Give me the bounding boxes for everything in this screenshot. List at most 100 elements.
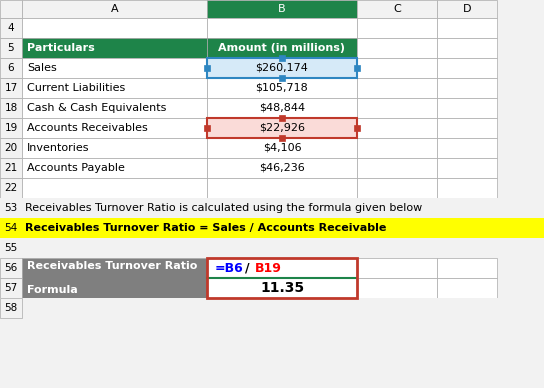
Bar <box>279 115 285 121</box>
Bar <box>207 58 357 78</box>
Text: Receivables Turnover Ratio is calculated using the formula given below: Receivables Turnover Ratio is calculated… <box>25 203 422 213</box>
Bar <box>357 18 437 38</box>
Bar <box>207 0 357 18</box>
Text: Formula: Formula <box>27 286 78 295</box>
Bar <box>357 38 437 58</box>
Bar <box>437 38 497 58</box>
Bar <box>0 298 544 318</box>
Bar <box>22 118 207 138</box>
Bar <box>0 158 22 178</box>
Text: 57: 57 <box>4 283 17 293</box>
Text: 17: 17 <box>4 83 17 93</box>
Bar <box>22 38 207 58</box>
Text: Cash & Cash Equivalents: Cash & Cash Equivalents <box>27 103 166 113</box>
Bar <box>207 138 357 158</box>
Bar <box>357 0 437 18</box>
Bar <box>204 65 210 71</box>
Bar <box>22 258 207 298</box>
Bar <box>207 258 357 298</box>
Text: Receivables Turnover Ratio: Receivables Turnover Ratio <box>27 261 197 270</box>
Text: 20: 20 <box>4 143 17 153</box>
Bar <box>207 98 357 118</box>
Bar <box>22 158 207 178</box>
Text: Inventories: Inventories <box>27 143 90 153</box>
Bar <box>357 58 437 78</box>
Bar <box>279 135 285 141</box>
Bar <box>0 138 22 158</box>
Text: Current Liabilities: Current Liabilities <box>27 83 125 93</box>
Bar <box>437 118 497 138</box>
Text: 21: 21 <box>4 163 17 173</box>
Bar <box>207 58 357 78</box>
Text: D: D <box>463 4 471 14</box>
Bar <box>0 98 22 118</box>
Bar <box>0 178 22 198</box>
Bar <box>22 178 207 198</box>
Text: 55: 55 <box>4 243 17 253</box>
Text: B: B <box>278 4 286 14</box>
Bar <box>204 125 210 131</box>
Text: 53: 53 <box>4 203 17 213</box>
Bar <box>0 298 22 318</box>
Bar <box>22 138 207 158</box>
Text: Accounts Payable: Accounts Payable <box>27 163 125 173</box>
Bar <box>207 118 357 138</box>
Text: A: A <box>110 4 118 14</box>
Bar <box>357 178 437 198</box>
Text: 19: 19 <box>4 123 17 133</box>
Text: C: C <box>393 4 401 14</box>
Text: Amount (in millions): Amount (in millions) <box>219 43 345 53</box>
Bar <box>0 38 22 58</box>
Bar <box>0 118 22 138</box>
Text: 54: 54 <box>4 223 17 233</box>
Bar <box>0 78 22 98</box>
Text: 58: 58 <box>4 303 17 313</box>
Text: 22: 22 <box>4 183 17 193</box>
Text: Receivables Turnover Ratio = Sales / Accounts Receivable: Receivables Turnover Ratio = Sales / Acc… <box>25 223 386 233</box>
Bar <box>207 258 357 298</box>
Text: $46,236: $46,236 <box>259 163 305 173</box>
Text: Sales: Sales <box>27 63 57 73</box>
Bar <box>207 158 357 178</box>
Text: =B6: =B6 <box>215 262 244 274</box>
Bar <box>22 78 207 98</box>
Bar <box>0 238 544 258</box>
Bar <box>207 38 357 58</box>
Bar <box>437 278 497 298</box>
Text: /: / <box>245 262 250 274</box>
Bar <box>0 218 544 238</box>
Bar <box>437 258 497 278</box>
Bar <box>357 158 437 178</box>
Bar <box>0 258 22 278</box>
Bar <box>22 98 207 118</box>
Text: Particulars: Particulars <box>27 43 95 53</box>
Bar <box>357 278 437 298</box>
Bar <box>357 138 437 158</box>
Bar <box>437 0 497 18</box>
Bar <box>207 78 357 98</box>
Bar <box>354 65 360 71</box>
Bar <box>207 178 357 198</box>
Bar <box>0 198 544 218</box>
Bar <box>279 75 285 81</box>
Bar <box>0 58 22 78</box>
Text: Accounts Receivables: Accounts Receivables <box>27 123 148 133</box>
Text: B19: B19 <box>255 262 282 274</box>
Text: 56: 56 <box>4 263 17 273</box>
Bar <box>279 55 285 61</box>
Text: 11.35: 11.35 <box>260 281 304 295</box>
Text: $4,106: $4,106 <box>263 143 301 153</box>
Text: $105,718: $105,718 <box>256 83 308 93</box>
Bar <box>22 0 207 18</box>
Bar <box>437 18 497 38</box>
Bar <box>0 18 22 38</box>
Text: $260,174: $260,174 <box>256 63 308 73</box>
Bar <box>437 158 497 178</box>
Bar <box>357 78 437 98</box>
Text: 4: 4 <box>8 23 14 33</box>
Bar <box>437 58 497 78</box>
Bar <box>437 78 497 98</box>
Text: 18: 18 <box>4 103 17 113</box>
Bar <box>354 125 360 131</box>
Bar <box>357 98 437 118</box>
